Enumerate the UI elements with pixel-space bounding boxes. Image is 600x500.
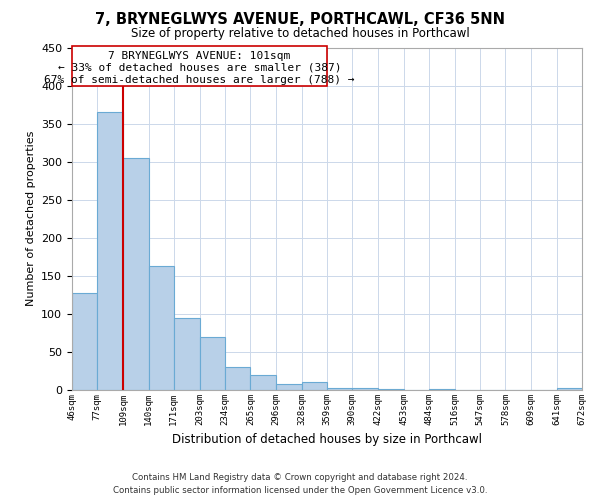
- Text: 67% of semi-detached houses are larger (788) →: 67% of semi-detached houses are larger (…: [44, 74, 355, 85]
- Bar: [225, 367, 250, 390]
- Text: 7, BRYNEGLWYS AVENUE, PORTHCAWL, CF36 5NN: 7, BRYNEGLWYS AVENUE, PORTHCAWL, CF36 5N…: [95, 12, 505, 28]
- Bar: [124, 158, 149, 390]
- Bar: [149, 266, 174, 390]
- Text: Contains HM Land Registry data © Crown copyright and database right 2024.
Contai: Contains HM Land Registry data © Crown c…: [113, 474, 487, 495]
- Text: Size of property relative to detached houses in Porthcawl: Size of property relative to detached ho…: [131, 28, 469, 40]
- Bar: [352, 388, 379, 390]
- Y-axis label: Number of detached properties: Number of detached properties: [26, 131, 35, 306]
- Bar: [302, 382, 327, 390]
- Bar: [200, 338, 225, 390]
- Bar: [379, 389, 404, 390]
- Bar: [174, 318, 200, 390]
- X-axis label: Distribution of detached houses by size in Porthcawl: Distribution of detached houses by size …: [172, 434, 482, 446]
- Bar: [250, 375, 275, 390]
- Bar: [97, 112, 124, 390]
- Bar: [327, 388, 352, 390]
- Bar: [72, 46, 327, 86]
- Bar: [429, 389, 455, 390]
- Text: ← 33% of detached houses are smaller (387): ← 33% of detached houses are smaller (38…: [58, 62, 341, 72]
- Bar: [557, 388, 582, 390]
- Bar: [275, 384, 302, 390]
- Text: 7 BRYNEGLWYS AVENUE: 101sqm: 7 BRYNEGLWYS AVENUE: 101sqm: [109, 51, 290, 61]
- Bar: [72, 292, 97, 390]
